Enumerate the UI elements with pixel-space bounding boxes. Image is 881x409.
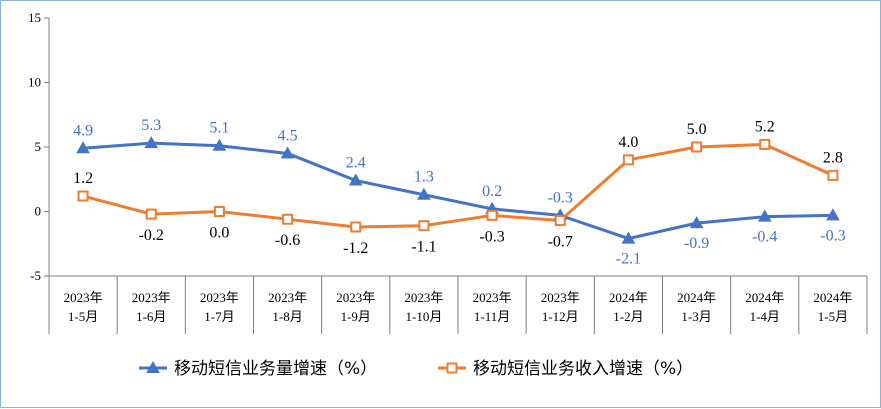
data-point-sms-volume bbox=[689, 216, 704, 229]
x-tick-label-period: 1-12月 bbox=[542, 309, 579, 324]
x-tick-label-year: 2024年 bbox=[609, 290, 648, 305]
data-point-sms-volume bbox=[417, 187, 431, 200]
data-point-sms-volume bbox=[757, 209, 772, 222]
data-label-sms-volume: 4.9 bbox=[73, 122, 93, 139]
y-tick-label: -5 bbox=[30, 268, 41, 283]
data-point-sms-revenue bbox=[691, 141, 703, 153]
x-tick-label-period: 1-7月 bbox=[204, 309, 234, 324]
data-label-sms-revenue: -0.2 bbox=[139, 227, 164, 244]
data-point-sms-revenue bbox=[622, 154, 634, 166]
square-marker-icon bbox=[446, 362, 458, 374]
x-tick-label-period: 1-6月 bbox=[136, 309, 166, 324]
x-tick-label-period: 1-9月 bbox=[341, 309, 371, 324]
data-point-sms-volume bbox=[76, 141, 90, 154]
data-point-sms-revenue bbox=[554, 215, 566, 227]
legend-item-sms-volume: 移动短信业务量增速（%） bbox=[139, 359, 377, 379]
legend-label: 移动短信业务量增速（%） bbox=[174, 359, 377, 379]
data-label-sms-volume: 5.3 bbox=[141, 117, 161, 134]
series-line-sms-revenue bbox=[81, 142, 835, 229]
x-tick-label-year: 2023年 bbox=[268, 290, 307, 305]
data-label-sms-volume: -2.1 bbox=[616, 251, 641, 268]
y-tick-label: 5 bbox=[35, 139, 42, 154]
data-label-sms-revenue: -0.3 bbox=[479, 228, 504, 245]
data-point-sms-revenue bbox=[145, 208, 157, 220]
x-tick-label-year: 2023年 bbox=[200, 290, 239, 305]
x-tick-label-year: 2023年 bbox=[541, 290, 580, 305]
x-tick-label-period: 1-4月 bbox=[750, 309, 780, 324]
data-label-sms-volume: -0.9 bbox=[684, 235, 709, 252]
y-tick-label: 10 bbox=[28, 75, 41, 90]
data-point-sms-volume bbox=[348, 173, 363, 186]
data-point-sms-volume bbox=[826, 208, 840, 221]
data-label-sms-volume: -0.4 bbox=[752, 229, 777, 246]
x-tick-label-period: 1-2月 bbox=[613, 309, 643, 324]
data-point-sms-revenue bbox=[77, 190, 89, 202]
data-label-sms-volume: -0.3 bbox=[820, 227, 845, 244]
x-tick-label-year: 2023年 bbox=[132, 290, 171, 305]
data-label-sms-volume: 1.3 bbox=[414, 169, 434, 186]
data-label-sms-revenue: -0.6 bbox=[275, 232, 300, 249]
data-label-sms-revenue: 5.0 bbox=[687, 121, 707, 138]
data-label-sms-revenue: -1.2 bbox=[343, 240, 368, 257]
data-label-sms-revenue: 1.2 bbox=[73, 170, 93, 187]
data-label-sms-revenue: -0.7 bbox=[548, 234, 573, 251]
data-label-sms-revenue: 0.0 bbox=[209, 225, 229, 242]
x-tick-label-year: 2023年 bbox=[64, 290, 103, 305]
data-label-sms-volume: 0.2 bbox=[482, 183, 502, 200]
x-tick-label-period: 1-5月 bbox=[68, 309, 98, 324]
data-point-sms-volume bbox=[212, 138, 227, 151]
x-tick-label-period: 1-3月 bbox=[681, 309, 711, 324]
data-point-sms-revenue bbox=[486, 209, 498, 221]
data-point-sms-volume bbox=[144, 136, 159, 149]
data-point-sms-volume bbox=[621, 231, 636, 244]
x-tick-label-year: 2024年 bbox=[813, 290, 852, 305]
series-line-sms-volume bbox=[81, 141, 835, 241]
x-tick-label-year: 2023年 bbox=[336, 290, 375, 305]
data-point-sms-revenue bbox=[213, 206, 225, 217]
y-tick-label: 0 bbox=[35, 204, 42, 219]
data-label-sms-volume: 5.1 bbox=[209, 120, 229, 137]
series-lines bbox=[76, 136, 840, 244]
data-label-sms-revenue: 4.0 bbox=[618, 134, 638, 151]
data-point-sms-revenue bbox=[282, 213, 294, 225]
x-tick-label-period: 1-10月 bbox=[405, 309, 442, 324]
data-label-sms-revenue: 5.2 bbox=[755, 118, 775, 135]
x-tick-label-year: 2024年 bbox=[745, 290, 784, 305]
x-tick-label-year: 2023年 bbox=[404, 290, 443, 305]
data-labels: 4.9 5.3 5.1 4.5 2.4 1.3 0.2 -0.3 -2.1 -0.9 -0.4 -0.… bbox=[73, 117, 845, 267]
x-tick-label-period: 1-8月 bbox=[272, 309, 302, 324]
data-label-sms-revenue: -1.1 bbox=[411, 239, 436, 256]
data-point-sms-volume bbox=[280, 146, 295, 159]
triangle-marker-icon bbox=[146, 360, 160, 373]
data-point-sms-revenue bbox=[759, 138, 771, 150]
data-label-sms-volume: 2.4 bbox=[346, 155, 366, 172]
legend-label: 移动短信业务收入增速（%） bbox=[473, 359, 693, 379]
legend-item-sms-revenue: 移动短信业务收入增速（%） bbox=[438, 359, 693, 379]
data-label-sms-volume: 4.5 bbox=[278, 127, 298, 144]
x-tick-label-period: 1-5月 bbox=[818, 309, 848, 324]
x-tick-label-year: 2023年 bbox=[473, 290, 512, 305]
legend: 移动短信业务量增速（%） 移动短信业务收入增速（%） bbox=[139, 359, 693, 379]
data-label-sms-volume: -0.3 bbox=[548, 189, 573, 206]
data-point-sms-revenue bbox=[827, 169, 839, 181]
data-point-sms-revenue bbox=[350, 221, 362, 233]
data-label-sms-revenue: 2.8 bbox=[823, 149, 843, 166]
axes: 15 10 5 0 -5 2023年 1-5月 2023年 1-6月 2023年 1-7月 2023年… bbox=[28, 10, 868, 334]
y-tick-label: 15 bbox=[28, 10, 41, 25]
x-tick-label-year: 2024年 bbox=[677, 290, 716, 305]
data-point-sms-revenue bbox=[418, 220, 430, 232]
x-tick-label-period: 1-11月 bbox=[474, 309, 510, 324]
